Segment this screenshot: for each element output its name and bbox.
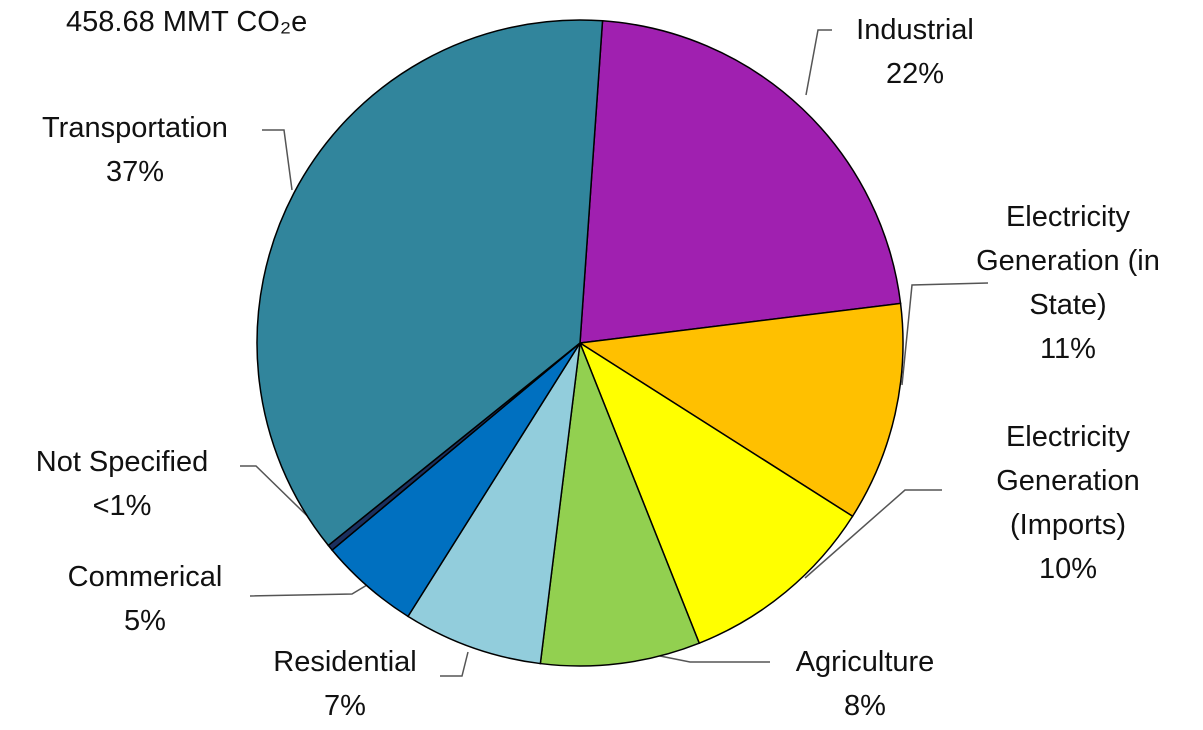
slice-label: Commerical 5% (35, 555, 255, 643)
leader-line (249, 581, 373, 597)
value-label: <1% (92, 490, 152, 522)
value-label: 10% (1038, 553, 1098, 585)
category-label: Electricity Generation (Imports) (996, 421, 1140, 541)
category-label: Agriculture (795, 646, 935, 678)
category-label: Industrial (856, 14, 974, 46)
pie-slice (256, 19, 604, 547)
slice-label: Electricity Generation (Imports) 10% (953, 415, 1183, 591)
value-label: 37% (105, 156, 165, 188)
pie-slice (578, 341, 854, 645)
chart-title: 458.68 MMT CO₂e (66, 6, 308, 38)
leader-line (440, 651, 469, 677)
slice-label: Transportation 37% (5, 106, 265, 194)
pie-slice (577, 302, 904, 518)
value-label: 22% (885, 58, 945, 90)
pie-slice (406, 342, 581, 665)
pie-slice (539, 342, 701, 667)
slice-label: Agriculture 8% (755, 640, 975, 728)
category-label: Residential (273, 646, 417, 678)
value-label: 8% (844, 690, 886, 722)
leader-line (805, 29, 832, 96)
category-label: Electricity Generation (in State) (976, 201, 1160, 321)
slice-label: Residential 7% (245, 640, 445, 728)
slice-label: Not Specified <1% (2, 440, 242, 528)
leader-line (262, 129, 293, 191)
category-label: Transportation (42, 112, 228, 144)
slice-label: Industrial 22% (815, 8, 1015, 96)
category-label: Commerical (67, 561, 223, 593)
leader-line (804, 489, 942, 579)
value-label: 5% (124, 605, 166, 637)
leader-lines (240, 29, 989, 677)
slice-label: Electricity Generation (in State) 11% (953, 195, 1183, 371)
pie-slice (579, 19, 902, 344)
category-label: Not Specified (35, 446, 209, 478)
value-label: 7% (324, 690, 366, 722)
value-label: 11% (1040, 333, 1096, 365)
leader-line (901, 282, 989, 386)
